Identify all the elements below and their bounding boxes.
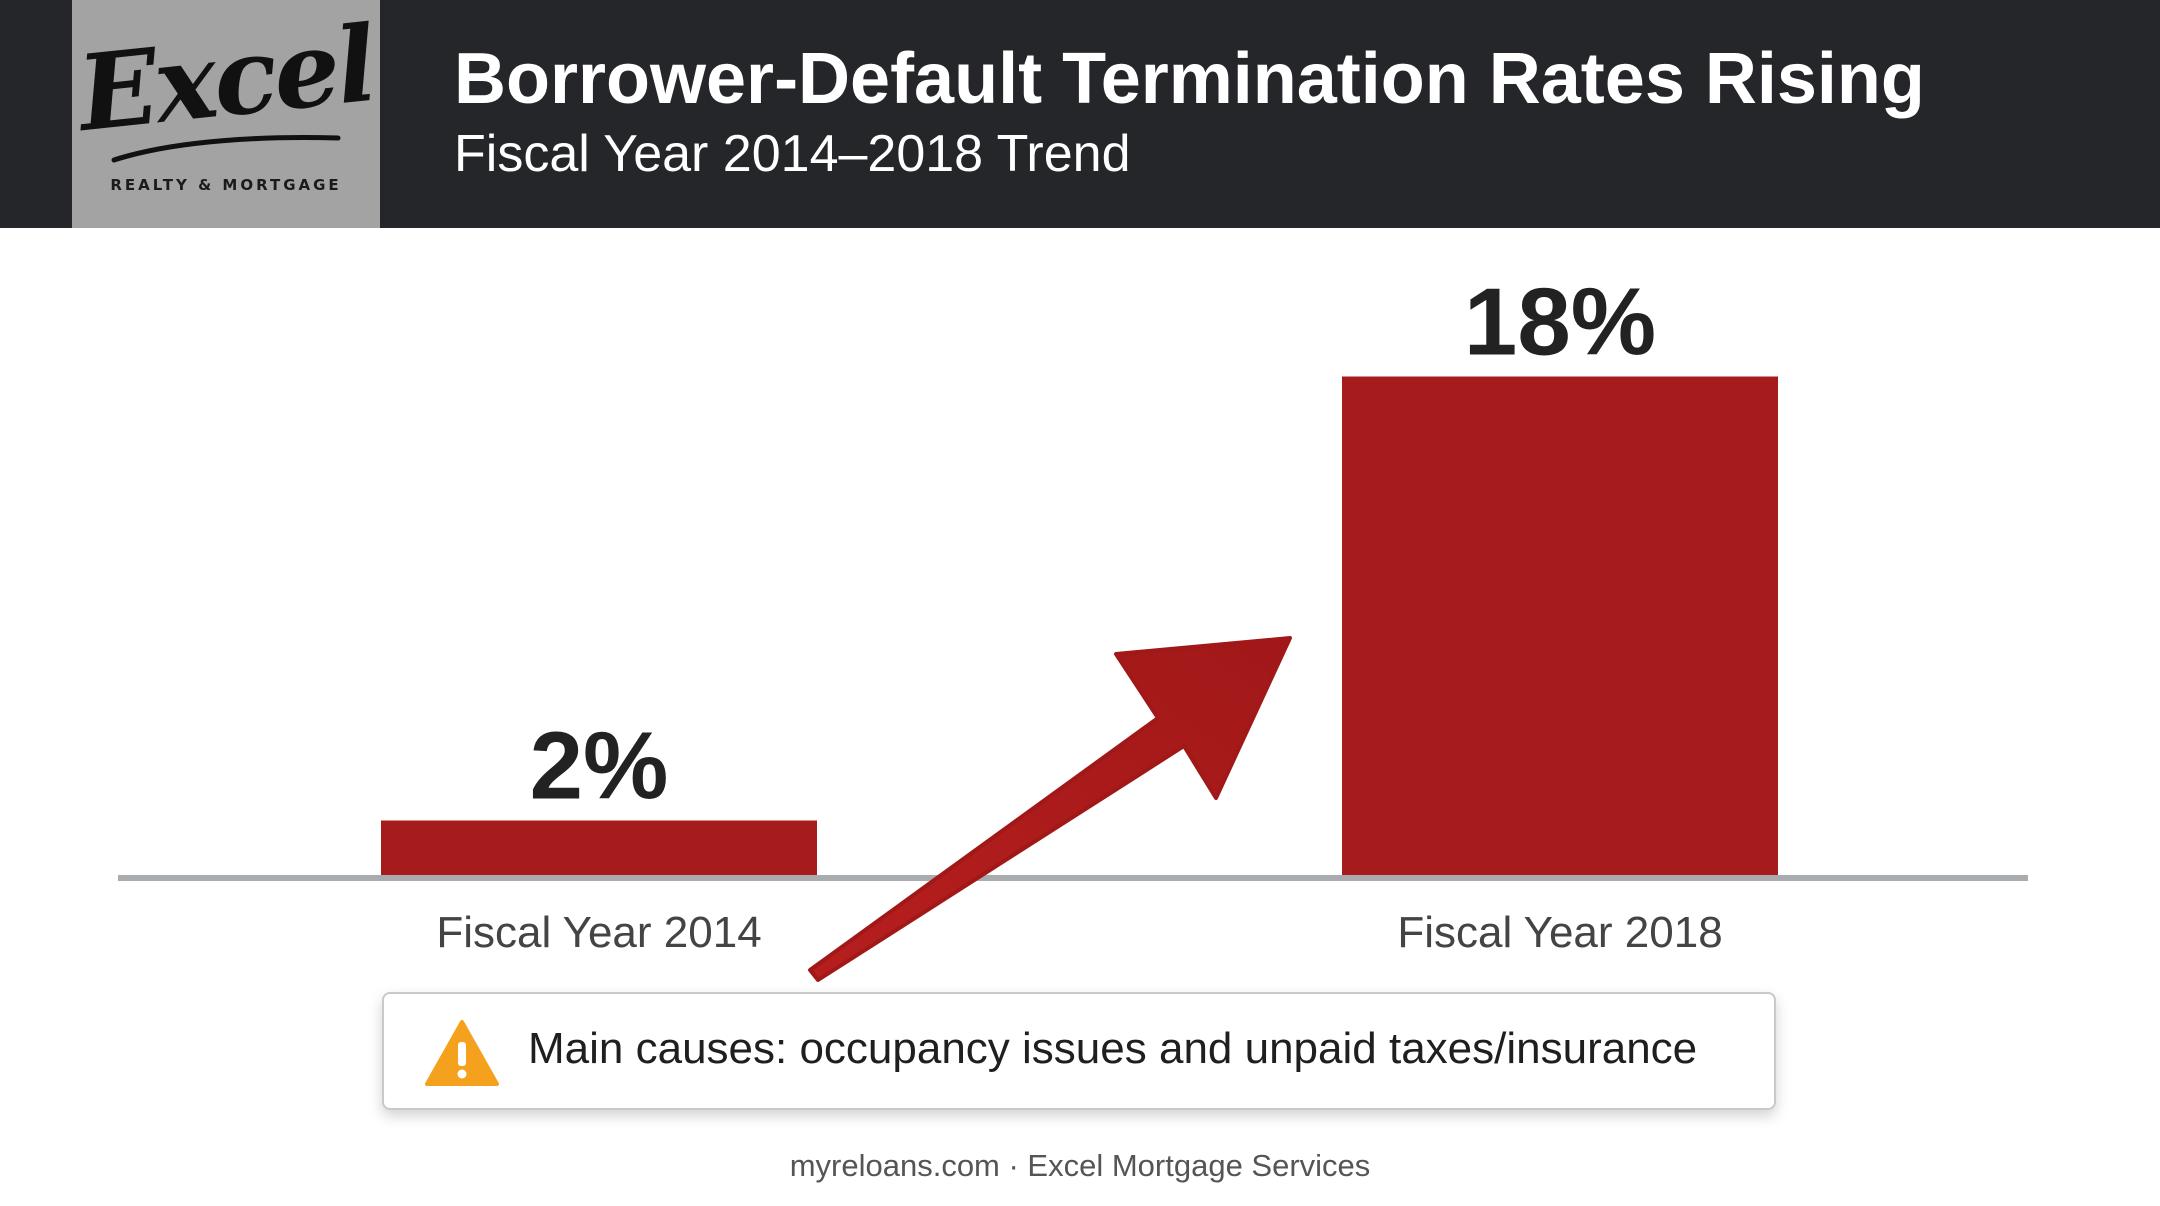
bar-0	[381, 820, 817, 876]
logo-tagline: REALTY & MORTGAGE	[110, 176, 342, 194]
page-title: Borrower-Default Termination Rates Risin…	[454, 39, 1925, 119]
footer-source: myreloans.com · Excel Mortgage Services	[789, 1148, 1371, 1183]
warning-icon	[425, 1020, 499, 1086]
header-bar: Excel REALTY & MORTGAGE Borrower-Default…	[0, 0, 2160, 228]
bar-1	[1342, 376, 1778, 876]
page-subtitle: Fiscal Year 2014–2018 Trend	[454, 125, 1131, 183]
callout-text: Main causes: occupancy issues and unpaid…	[528, 1024, 1698, 1073]
data-label-0: 2%	[530, 713, 669, 820]
logo-swash-icon	[111, 135, 341, 163]
category-label-1: Fiscal Year 2018	[1397, 908, 1722, 957]
data-label-1: 18%	[1464, 269, 1656, 376]
category-label-0: Fiscal Year 2014	[436, 908, 761, 957]
trend-arrow-icon	[808, 636, 1292, 982]
logo: Excel REALTY & MORTGAGE	[72, 0, 380, 228]
bar-chart: 2% Fiscal Year 2014 18% Fiscal Year 2018	[118, 269, 2028, 982]
causes-callout: Main causes: occupancy issues and unpaid…	[382, 992, 1776, 1110]
